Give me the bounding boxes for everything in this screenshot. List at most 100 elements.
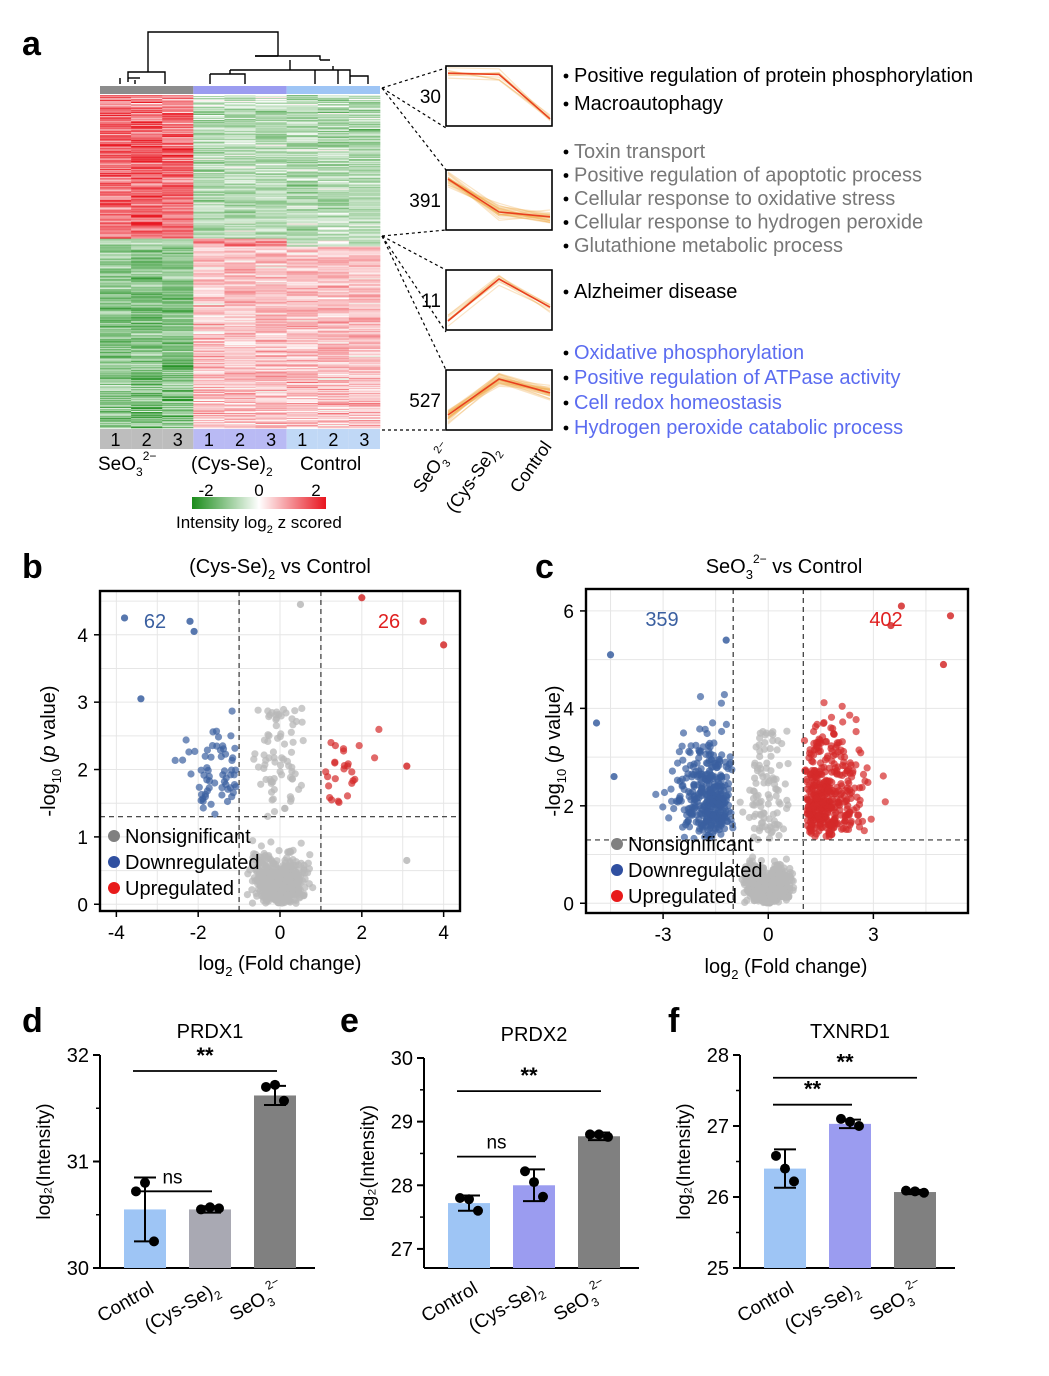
volcano-point-down	[195, 783, 203, 791]
heatmap-cell	[255, 354, 287, 356]
heatmap-cell	[317, 286, 350, 288]
heatmap-cell	[286, 305, 319, 307]
heatmap-cell	[224, 338, 256, 340]
volcano-point-ns	[262, 878, 270, 886]
heatmap-cell	[193, 240, 225, 242]
heatmap-cell	[224, 407, 256, 409]
heatmap-cell	[224, 198, 256, 200]
heatmap-cell	[100, 375, 132, 377]
heatmap-cell	[193, 411, 225, 413]
heatmap-cell	[193, 128, 225, 131]
heatmap-cell	[100, 96, 132, 99]
heatmap-cell	[162, 119, 194, 122]
heatmap-cell	[255, 122, 287, 125]
heatmap-cell	[193, 157, 225, 160]
heatmap-cell	[193, 120, 225, 123]
heatmap-cell	[317, 352, 350, 354]
heatmap-cell	[224, 128, 256, 131]
heatmap-cell	[193, 202, 225, 204]
heatmap-cell	[162, 248, 194, 250]
heatmap-cell	[286, 171, 319, 174]
heatmap-cell	[348, 117, 381, 120]
volcano-point-outlier	[120, 614, 129, 622]
heatmap-cell	[131, 105, 163, 108]
volcano-b-up-count: 26	[378, 611, 400, 633]
heatmap-cell	[224, 200, 256, 202]
heatmap-cell	[255, 143, 287, 146]
heatmap-cell	[100, 360, 132, 362]
heatmap-cell	[131, 181, 163, 184]
volcano-point-ns	[765, 834, 774, 843]
heatmap-cell	[255, 112, 287, 115]
heatmap-cell	[348, 171, 381, 174]
heatmap-cell	[131, 422, 163, 424]
heatmap-cell	[100, 405, 132, 407]
heatmap-cell	[162, 109, 194, 112]
heatmap-cell	[100, 345, 132, 347]
heatmap-cell	[255, 332, 287, 334]
heatmap-cell	[100, 407, 132, 409]
heatmap-cell	[224, 305, 256, 307]
volcano-point-ns	[783, 804, 791, 813]
heatmap-cell	[224, 230, 256, 232]
heatmap-cell	[193, 390, 225, 392]
heatmap-cell	[255, 273, 287, 275]
heatmap-cell	[162, 416, 194, 418]
heatmap-cell	[193, 296, 225, 298]
heatmap-cell	[162, 183, 194, 186]
heatmap-cell	[193, 280, 225, 282]
heatmap-cell	[317, 221, 350, 223]
heatmap-cell	[317, 225, 350, 227]
heatmap-cell	[348, 112, 381, 115]
heatmap-cell	[131, 140, 163, 143]
heatmap-cell	[286, 351, 319, 353]
heatmap-cell	[348, 178, 381, 181]
heatmap-cell	[100, 390, 132, 392]
heatmap-cell	[286, 113, 319, 116]
heatmap-cell	[255, 366, 287, 368]
heatmap-cell	[317, 130, 350, 133]
heatmap-cell	[255, 113, 287, 116]
heatmap-cell	[131, 306, 163, 308]
heatmap-cell	[100, 252, 132, 254]
heatmap-cell	[162, 327, 194, 329]
heatmap-cell	[162, 222, 194, 224]
heatmap-cell	[193, 310, 225, 312]
heatmap-cell	[348, 257, 381, 259]
heatmap-cell	[286, 176, 319, 179]
heatmap-cell	[348, 397, 381, 399]
heatmap-cell	[317, 187, 350, 190]
heatmap-cell	[131, 307, 163, 309]
heatmap-cell	[317, 133, 350, 136]
heatmap-cell	[255, 300, 287, 302]
cluster-connectors	[381, 67, 447, 431]
volcano-point-up	[334, 797, 342, 805]
heatmap-cell	[162, 164, 194, 167]
heatmap-cell	[224, 153, 256, 156]
heatmap-cell	[162, 186, 194, 189]
heatmap-cell	[255, 183, 287, 186]
heatmap-cell	[224, 287, 256, 289]
heatmap-cell	[131, 155, 163, 158]
heatmap-cell	[100, 421, 132, 423]
heatmap-cell	[286, 138, 319, 141]
heatmap-cell	[131, 314, 163, 316]
heatmap-cell	[224, 367, 256, 369]
heatmap-cell	[131, 241, 163, 243]
heatmap-cell	[100, 217, 132, 219]
heatmap-cell	[348, 349, 381, 351]
heatmap-cell	[193, 111, 225, 114]
heatmap-cell	[131, 380, 163, 382]
heatmap-cell	[286, 181, 319, 184]
heatmap-cell	[131, 172, 163, 175]
heatmap-cell	[162, 381, 194, 383]
heatmap-cell	[348, 158, 381, 161]
heatmap-cell	[317, 217, 350, 219]
heatmap-cell	[286, 137, 319, 140]
heatmap-cell	[348, 399, 381, 401]
heatmap-cell	[224, 299, 256, 301]
replicate-label: 2	[142, 430, 152, 450]
heatmap-cell	[317, 410, 350, 412]
volcano-point-ns	[745, 888, 753, 896]
